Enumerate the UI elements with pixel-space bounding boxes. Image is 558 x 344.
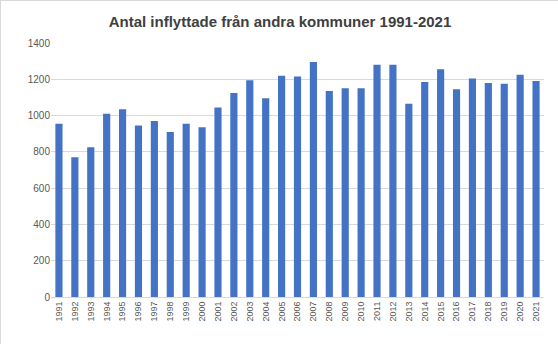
svg-text:2014: 2014 [420,302,430,322]
svg-text:2008: 2008 [324,302,334,322]
svg-text:2011: 2011 [372,302,382,321]
svg-text:1997: 1997 [149,302,159,322]
svg-text:1999: 1999 [181,302,191,322]
svg-text:Antal inflyttade från andra ko: Antal inflyttade från andra kommuner 199… [109,13,452,30]
svg-text:800: 800 [33,146,50,157]
svg-text:2019: 2019 [499,302,509,322]
svg-text:1996: 1996 [133,302,143,322]
svg-text:2002: 2002 [229,302,239,322]
svg-text:2003: 2003 [245,302,255,322]
svg-text:2010: 2010 [356,302,366,322]
svg-text:600: 600 [33,183,50,194]
svg-text:1991: 1991 [54,302,64,322]
svg-text:2009: 2009 [340,302,350,322]
svg-text:2013: 2013 [404,302,414,322]
svg-text:2006: 2006 [292,302,302,322]
svg-text:2000: 2000 [197,302,207,322]
svg-text:1998: 1998 [165,302,175,322]
svg-text:2017: 2017 [467,302,477,322]
svg-text:200: 200 [33,255,50,266]
svg-text:2018: 2018 [483,302,493,322]
svg-text:1200: 1200 [28,74,51,85]
svg-text:1992: 1992 [70,302,80,322]
svg-text:0: 0 [44,292,50,303]
svg-text:1400: 1400 [28,38,51,49]
svg-text:1994: 1994 [102,302,112,322]
svg-text:2012: 2012 [388,302,398,322]
svg-text:2001: 2001 [213,302,223,322]
svg-text:2007: 2007 [308,302,318,322]
svg-text:1995: 1995 [117,302,127,322]
svg-text:400: 400 [33,219,50,230]
svg-text:2020: 2020 [515,302,525,322]
svg-text:2016: 2016 [451,302,461,322]
svg-text:1993: 1993 [86,302,96,322]
svg-text:2015: 2015 [436,302,446,322]
svg-text:2021: 2021 [531,302,541,322]
svg-text:1000: 1000 [28,110,51,121]
svg-text:2004: 2004 [261,302,271,322]
svg-text:2005: 2005 [277,302,287,322]
